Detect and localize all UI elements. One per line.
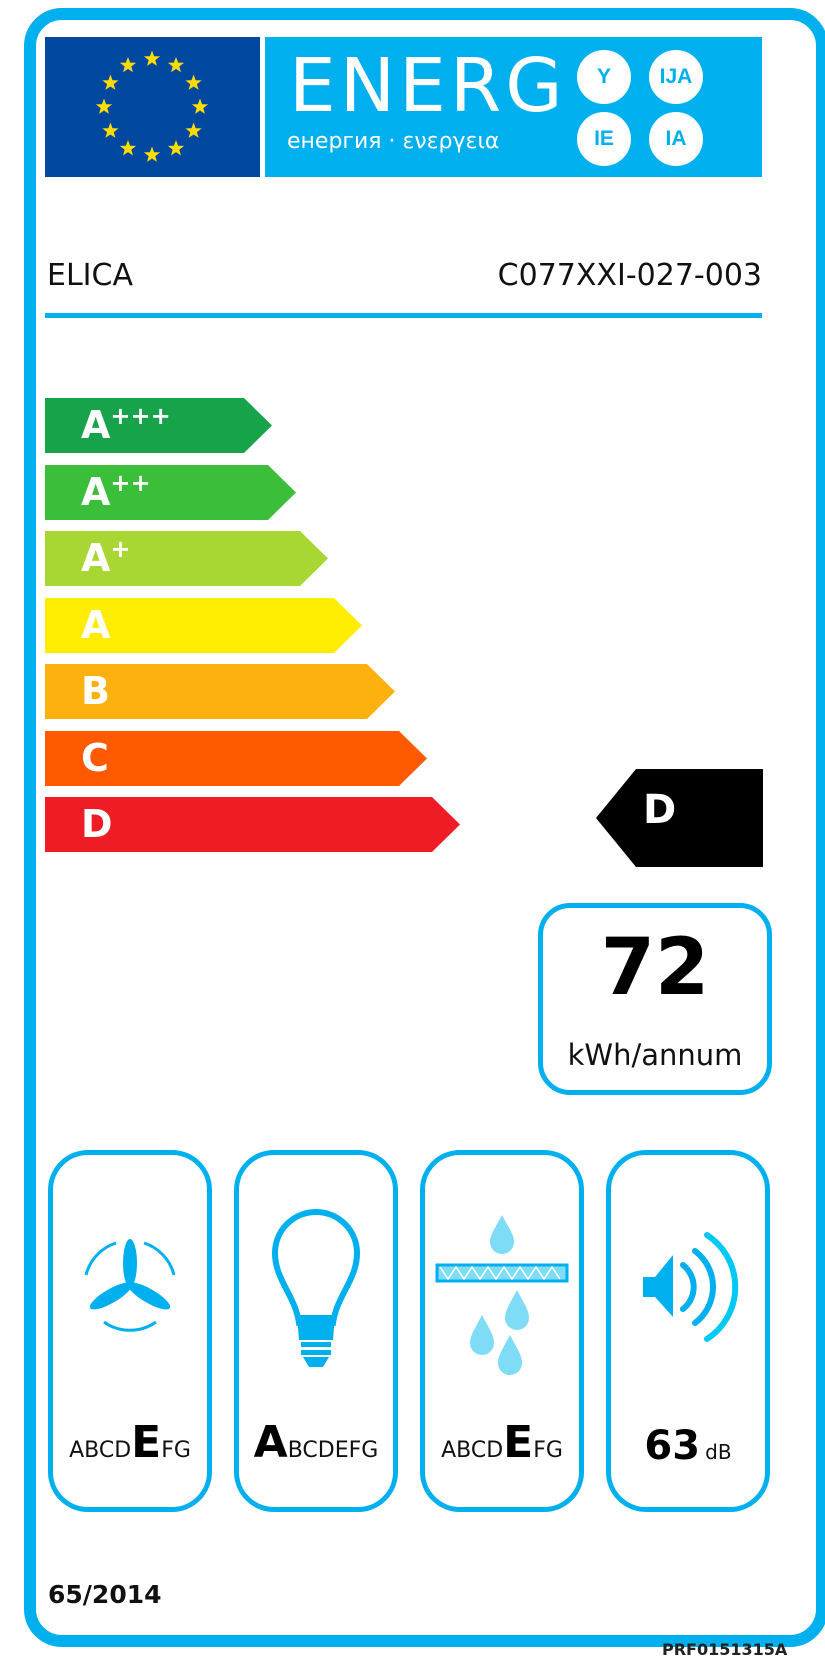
energy-class-bar: A+++ <box>45 398 272 453</box>
energy-class-label: D <box>81 802 113 846</box>
energy-class-bar: A <box>45 597 362 653</box>
suffix-badge: Y <box>577 50 631 104</box>
energy-class-bar: A+ <box>45 531 328 586</box>
energy-class-label: A+++ <box>81 402 171 447</box>
star-icon <box>185 74 202 90</box>
noise-box: 63 dB <box>606 1150 770 1512</box>
suffix-badge: IE <box>577 112 631 166</box>
label-border <box>24 8 825 1647</box>
fan-efficiency-scale: ABCDEFG <box>69 1417 191 1468</box>
energy-class-label: C <box>81 735 109 780</box>
lighting-efficiency-box: ABCDEFG <box>234 1150 398 1512</box>
label-code: PRF0151315A <box>662 1640 788 1659</box>
noise-value: 63 <box>644 1423 701 1469</box>
grease-filter-icon <box>425 1205 579 1379</box>
star-icon <box>167 140 185 156</box>
star-icon <box>167 56 185 73</box>
star-icon <box>119 56 137 73</box>
model-identifier: C077XXI-027-003 <box>497 258 762 293</box>
grease-filter-scale: ABCDEFG <box>441 1417 563 1468</box>
noise-level: 63 dB <box>611 1423 765 1469</box>
star-icon <box>102 74 119 90</box>
star-icon <box>119 140 137 156</box>
energy-class-bar: B <box>45 664 395 719</box>
grease-filtering-efficiency-box: ABCDEFG <box>420 1150 584 1512</box>
eu-flag-icon <box>45 37 260 177</box>
fan-icon <box>53 1205 207 1359</box>
energy-class-label: B <box>81 669 110 713</box>
star-icon <box>102 122 119 138</box>
lighting-efficiency-scale: ABCDEFG <box>253 1417 379 1468</box>
speaker-icon <box>611 1205 765 1379</box>
fluid-dynamic-efficiency-box: ABCDEFG <box>48 1150 212 1512</box>
divider <box>45 313 762 318</box>
star-icon <box>185 122 202 138</box>
energy-word: ENERG <box>289 43 567 129</box>
rating-arrow: D <box>596 769 763 867</box>
energy-consumption-box: 72 kWh/annum <box>538 903 772 1095</box>
regulation-number: 65/2014 <box>48 1580 162 1609</box>
star-icon <box>143 50 161 66</box>
star-icon <box>191 98 209 114</box>
suffix-badge: IJA <box>649 50 703 104</box>
suffix-badge: IA <box>649 112 703 166</box>
noise-unit: dB <box>705 1440 732 1464</box>
light-bulb-icon <box>239 1205 393 1379</box>
energy-class-bar: A++ <box>45 464 296 520</box>
consumption-unit: kWh/annum <box>567 1038 743 1072</box>
energy-class-label: A++ <box>81 468 151 514</box>
energy-class-label: A+ <box>81 535 131 580</box>
star-icon <box>95 98 113 114</box>
energy-class-bar: D <box>45 797 460 852</box>
consumption-value: 72 <box>600 923 710 1013</box>
energy-subtitle: енергия · ενεργεια <box>287 129 500 154</box>
star-icon <box>143 146 161 162</box>
rating-letter: D <box>643 787 677 833</box>
energy-class-bar: C <box>45 730 427 786</box>
energy-class-label: A <box>81 602 111 647</box>
supplier-name: ELICA <box>47 258 133 293</box>
energy-header: ENERG енергия · ενεργεια Y IJA IE IA <box>265 37 762 177</box>
